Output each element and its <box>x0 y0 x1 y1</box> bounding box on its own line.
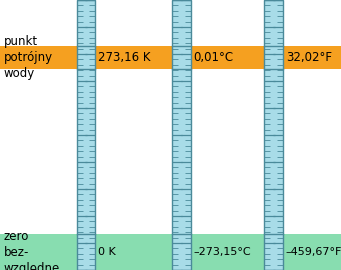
Text: zero
bez-
względne: zero bez- względne <box>3 230 60 270</box>
Text: 32,02°F: 32,02°F <box>286 51 332 64</box>
Text: –459,67°F: –459,67°F <box>286 247 341 257</box>
Text: 0,01°C: 0,01°C <box>194 51 234 64</box>
Text: 273,16 K: 273,16 K <box>98 51 151 64</box>
Bar <box>77 0 95 270</box>
Text: punkt
potrójny
wody: punkt potrójny wody <box>3 35 53 80</box>
Bar <box>0 46 341 69</box>
Bar <box>0 234 341 270</box>
Text: –273,15°C: –273,15°C <box>194 247 251 257</box>
Bar <box>172 0 191 270</box>
Text: 0 K: 0 K <box>98 247 116 257</box>
Bar <box>264 0 283 270</box>
